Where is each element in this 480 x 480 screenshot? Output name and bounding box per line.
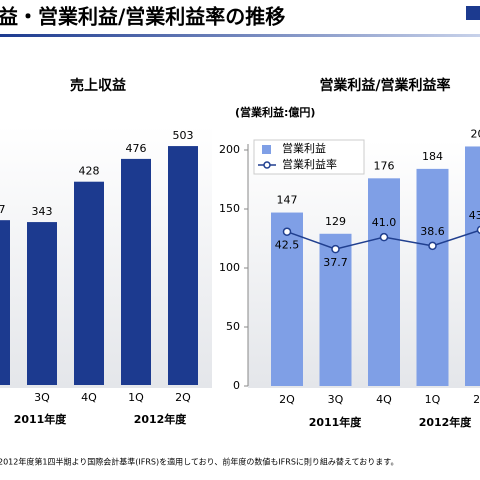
chart-title: 売上収益 (70, 77, 126, 94)
title-rule (0, 34, 480, 37)
bar (319, 233, 352, 386)
value-label: 343 (32, 205, 53, 218)
value-label: 43.0 (469, 209, 480, 222)
bar (465, 146, 480, 386)
marker (282, 227, 292, 236)
x-tick-label: 2Q (473, 393, 480, 406)
x-tick-label: 1Q (128, 391, 144, 404)
value-label: 42.5 (275, 239, 300, 252)
group-label: 2011年度 (309, 415, 363, 429)
marker (331, 244, 340, 254)
value-label: 476 (126, 142, 147, 155)
value-label: 503 (173, 129, 194, 142)
value-label: 129 (325, 215, 346, 228)
page-title: 益・営業利益/営業利益率の推移 (0, 5, 285, 29)
value-label: 347 (0, 203, 6, 216)
marker (379, 232, 389, 242)
x-tick-label: 3Q (34, 391, 50, 404)
bar (168, 146, 198, 385)
bar (368, 178, 400, 386)
y-tick-label: 50 (226, 320, 240, 333)
group-label: 2011年度 (14, 412, 68, 426)
value-label: 428 (79, 165, 100, 178)
chart-subtitle: (営業利益:億円) (235, 105, 315, 119)
y-tick-label: 200 (219, 143, 240, 156)
logo (466, 6, 480, 20)
bar (121, 158, 151, 385)
marker (476, 225, 480, 235)
bar (416, 168, 449, 386)
x-tick-label: 4Q (81, 391, 97, 404)
x-tick-label: 4Q (376, 393, 392, 406)
legend-label: 営業利益率 (282, 157, 337, 171)
bar (0, 220, 10, 385)
bar (74, 181, 104, 385)
legend-marker (263, 161, 271, 169)
marker (428, 241, 437, 251)
group-label: 2012年度 (134, 412, 188, 426)
y-tick-label: 100 (219, 261, 240, 274)
value-label: 37.7 (323, 256, 348, 269)
value-label: 41.0 (372, 216, 397, 229)
y-tick-label: 0 (233, 379, 240, 392)
value-label: 38.6 (420, 225, 445, 238)
value-label: 147 (277, 194, 298, 207)
chart-title: 営業利益/営業利益率 (319, 77, 450, 94)
value-label: 184 (422, 150, 443, 163)
footnote: 2012年度第1四半期より国際会計基準(IFRS)を適用しており、前年度の数値も… (0, 457, 398, 467)
group-label: 2012年度 (419, 415, 473, 429)
x-tick-label: 2Q (175, 391, 191, 404)
value-label: 203 (471, 127, 480, 140)
bar (271, 212, 303, 386)
x-tick-label: 1Q (425, 393, 441, 406)
bar (27, 222, 57, 385)
y-tick-label: 150 (219, 202, 240, 215)
x-tick-label: 2Q (279, 393, 295, 406)
legend-label: 営業利益 (282, 141, 326, 155)
legend-box (253, 139, 365, 175)
legend-swatch (262, 145, 271, 154)
value-label: 176 (374, 159, 395, 172)
x-tick-label: 3Q (328, 393, 344, 406)
